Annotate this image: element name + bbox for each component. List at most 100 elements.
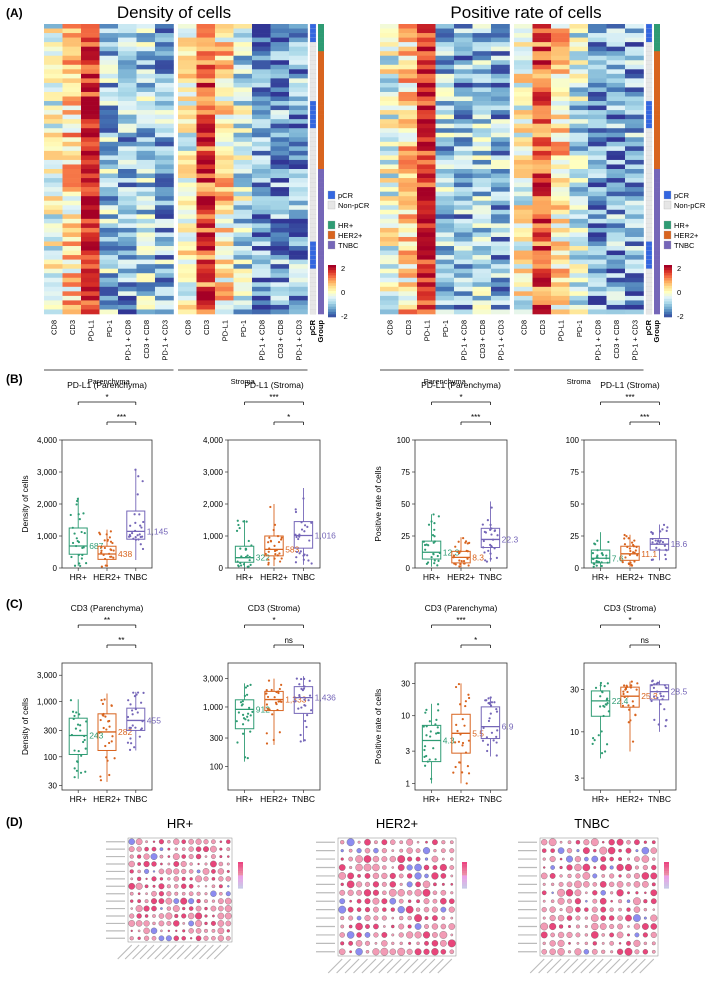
heatmap-cell bbox=[569, 60, 589, 66]
heatmap-cell bbox=[118, 214, 137, 220]
heatmap-cell bbox=[196, 246, 216, 251]
heatmap-cell bbox=[118, 268, 137, 274]
heatmap-cell bbox=[270, 150, 290, 156]
heatmap-cell bbox=[99, 187, 119, 192]
data-point bbox=[84, 747, 87, 750]
heatmap-cell bbox=[606, 96, 626, 102]
corr-dot bbox=[145, 840, 148, 844]
heatmap-cell bbox=[252, 128, 271, 134]
pcr-annotation-cell bbox=[645, 132, 653, 138]
data-point bbox=[430, 556, 433, 559]
corr-dot bbox=[397, 947, 406, 956]
heatmap-cell bbox=[472, 78, 492, 84]
pcr-annotation-cell bbox=[645, 82, 653, 88]
heatmap-cell bbox=[289, 155, 308, 161]
heatmap-cell bbox=[532, 169, 552, 174]
group-annotation-cell bbox=[654, 255, 660, 260]
heatmap-cell bbox=[417, 24, 436, 29]
corr-dot bbox=[414, 889, 422, 897]
heatmap-cell bbox=[196, 264, 216, 269]
heatmap-cell bbox=[155, 259, 174, 265]
heatmap-cell bbox=[136, 101, 156, 106]
heatmap-cell bbox=[44, 209, 63, 215]
heatmap-cell bbox=[606, 51, 626, 57]
heatmap-cell bbox=[491, 155, 510, 161]
heatmap-cell bbox=[215, 273, 234, 279]
heatmap-cell bbox=[178, 146, 197, 152]
data-point bbox=[629, 561, 632, 564]
data-point bbox=[265, 688, 268, 692]
corr-dot bbox=[389, 897, 397, 905]
corr-dot bbox=[135, 905, 143, 913]
corr-dot bbox=[557, 897, 565, 905]
heatmap-cell bbox=[289, 69, 308, 75]
heatmap-cell bbox=[435, 286, 455, 292]
heatmap-cell bbox=[44, 295, 63, 301]
heatmap-cell bbox=[178, 304, 197, 310]
heatmap-cell bbox=[178, 182, 197, 188]
heatmap-cell bbox=[606, 132, 626, 138]
median-label: 6.9 bbox=[502, 722, 514, 732]
data-point bbox=[74, 727, 78, 730]
significance-label: *** bbox=[640, 413, 649, 422]
heatmap-cell bbox=[99, 101, 119, 106]
corr-dot bbox=[211, 884, 216, 889]
heatmap-cell bbox=[99, 300, 119, 306]
heatmap-cell bbox=[99, 159, 119, 165]
heatmap-cell bbox=[196, 64, 216, 70]
heatmap-cell bbox=[435, 227, 455, 233]
heatmap-cell bbox=[417, 164, 436, 170]
data-point bbox=[268, 547, 271, 550]
heatmap-cell bbox=[252, 282, 271, 288]
heatmap-cell bbox=[569, 277, 589, 283]
heatmap-cell bbox=[252, 173, 271, 179]
heatmap-cell bbox=[215, 246, 234, 251]
heatmap-cell bbox=[514, 196, 533, 202]
corr-dot bbox=[414, 914, 422, 922]
heatmap-cell bbox=[551, 96, 570, 102]
corr-dot bbox=[347, 872, 354, 880]
heatmap-cell bbox=[136, 123, 156, 129]
heatmap-cell bbox=[435, 200, 455, 206]
data-point bbox=[307, 699, 310, 702]
heatmap-cell bbox=[417, 200, 436, 206]
heatmap-cell bbox=[215, 132, 234, 138]
heatmap-cell bbox=[588, 155, 607, 161]
y-tick-label: 50 bbox=[401, 500, 410, 509]
legend-swatch bbox=[327, 190, 336, 200]
corr-dot bbox=[650, 889, 658, 897]
heatmap-cell bbox=[514, 132, 533, 138]
corr-dot bbox=[338, 864, 346, 871]
heatmap-column-label: PD-1 + CD8 bbox=[593, 320, 602, 361]
corr-dot bbox=[641, 846, 650, 855]
corr-dot bbox=[422, 931, 431, 939]
heatmap-cell bbox=[136, 214, 156, 220]
corr-dot bbox=[218, 861, 224, 867]
corr-dot bbox=[356, 932, 362, 938]
x-tick-label: HER2+ bbox=[260, 794, 288, 804]
data-point bbox=[454, 741, 457, 744]
heatmap-cell bbox=[118, 28, 137, 34]
heatmap-cell bbox=[625, 214, 644, 220]
significance-label: ** bbox=[104, 616, 110, 625]
corr-dot bbox=[601, 874, 606, 878]
heatmap-cell bbox=[532, 96, 552, 102]
heatmap-cell bbox=[606, 246, 626, 251]
heatmap-cell bbox=[491, 205, 510, 211]
heatmap-cell bbox=[178, 169, 197, 174]
heatmap-cell bbox=[136, 232, 156, 238]
heatmap-cell bbox=[289, 205, 308, 211]
corr-dot bbox=[542, 857, 546, 861]
heatmap-cell bbox=[417, 28, 436, 34]
heatmap-cell bbox=[491, 196, 510, 202]
pcr-annotation-cell bbox=[309, 137, 317, 143]
corr-dot bbox=[626, 899, 631, 903]
heatmap-cell bbox=[454, 255, 473, 260]
heatmap-cell bbox=[532, 123, 552, 129]
heatmap-cell bbox=[155, 286, 174, 292]
heatmap-cell bbox=[532, 146, 552, 152]
data-point bbox=[236, 519, 239, 522]
pcr-annotation-cell bbox=[309, 286, 317, 292]
heatmap-cell bbox=[215, 87, 234, 93]
heatmap-cell bbox=[62, 214, 82, 220]
